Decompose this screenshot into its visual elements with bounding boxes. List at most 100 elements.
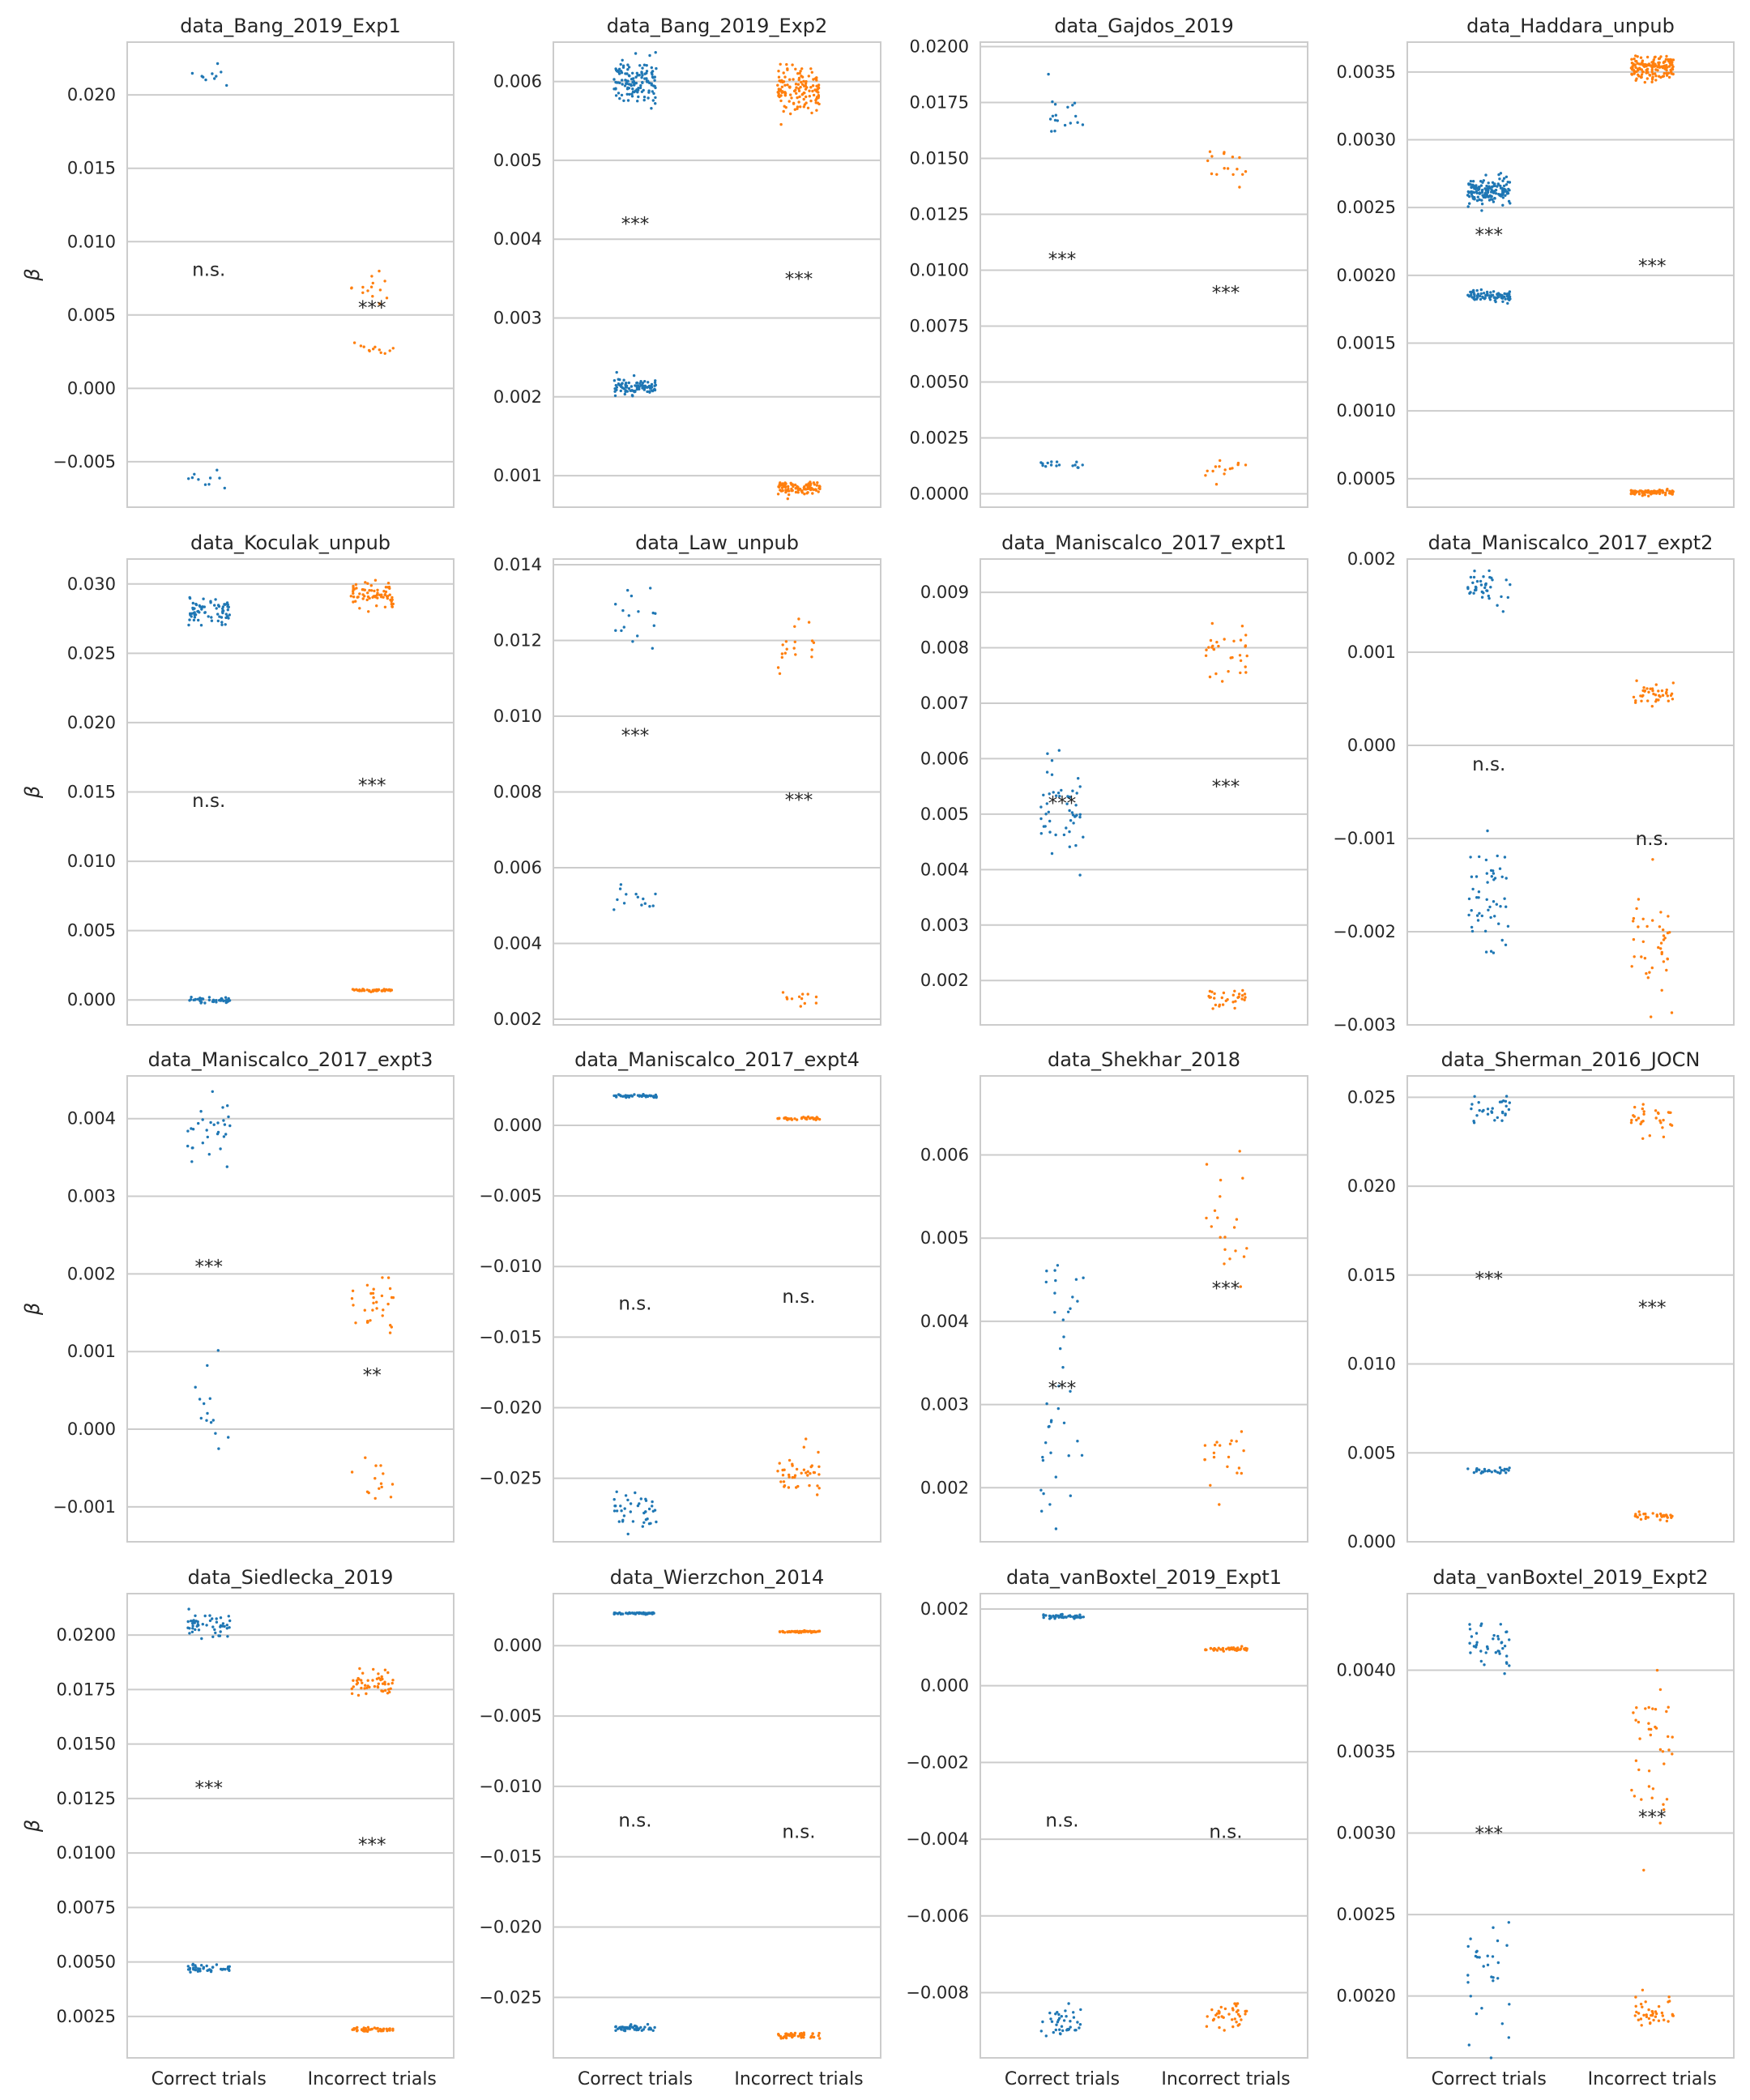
data-point [638,1611,641,1616]
data-point [1639,1122,1642,1126]
data-point [635,382,638,385]
y-tick-label: 0.004 [920,860,969,879]
data-point [190,1620,193,1623]
data-point [783,83,787,87]
data-point [646,2022,650,2026]
data-point [381,1314,384,1317]
axes-frame [980,558,1308,1026]
data-point [1475,896,1479,899]
data-point [1507,297,1510,301]
data-point [620,93,624,97]
data-point [633,390,636,394]
data-point [797,89,801,92]
data-point [368,589,371,592]
data-point [380,1675,383,1679]
data-point [228,613,231,617]
data-point [1651,1512,1654,1515]
data-point [1218,1005,1221,1008]
data-point [636,2027,639,2030]
data-point [1241,173,1244,176]
data-point [1470,875,1474,878]
data-point [369,584,373,587]
data-point [1480,595,1484,599]
data-point [225,601,229,604]
data-point [220,997,224,1001]
data-point [1244,170,1248,173]
data-point [1492,872,1496,875]
data-point [791,63,794,66]
data-point [211,1419,215,1422]
data-point [1472,1121,1476,1125]
y-tick-label: −0.015 [479,1847,542,1867]
data-point [1637,493,1641,496]
data-point [190,1127,193,1130]
data-point [1508,181,1512,184]
data-point [815,109,818,112]
data-point [1479,288,1483,292]
data-point [1494,1651,1498,1654]
data-point [783,1116,786,1120]
y-tick-label: 0.002 [920,1599,969,1619]
data-point [219,1147,222,1150]
data-point [1239,1285,1243,1288]
data-point [1489,916,1492,920]
data-point [1468,1641,1471,1645]
data-point [625,390,629,393]
data-point [1478,855,1481,859]
data-point [1634,699,1637,702]
data-point [1475,1114,1479,1117]
data-point [783,1631,787,1634]
data-point [817,94,820,97]
data-point [1237,992,1241,996]
data-point [634,52,638,55]
data-point [1651,60,1655,63]
data-point [1467,897,1471,901]
data-point [790,997,794,1001]
data-point [1241,988,1244,992]
data-point [1228,467,1232,471]
data-point [1671,58,1675,62]
data-point [382,1472,385,1475]
y-axis-label: β [21,1303,44,1316]
data-point [1470,929,1475,933]
data-point [1654,62,1657,66]
axes-frame [1406,1593,1735,2059]
y-tick-label: 0.0020 [1337,1987,1396,2006]
y-tick-label: 0.010 [493,706,542,726]
data-point [1496,604,1499,607]
data-point [1486,194,1489,198]
data-point [1206,469,1209,472]
subplot-title: data_Gajdos_2019 [1054,15,1234,37]
data-point [226,1966,229,1970]
data-point [636,100,639,103]
data-point [1475,1641,1479,1644]
data-point [203,1402,206,1406]
significance-annotation: *** [785,790,813,811]
y-tick-label: 0.008 [493,783,542,802]
data-point [619,1505,622,1508]
data-point [1478,911,1481,916]
data-point [1221,1003,1225,1006]
data-point [1214,1647,1217,1651]
data-point [1244,2012,1247,2016]
data-point [795,1467,799,1471]
subplot-data_Maniscalco_2017_expt4: −0.025−0.020−0.015−0.010−0.0050.000data_… [479,1048,881,1543]
data-point [378,1677,382,1681]
data-point [1074,1616,1078,1619]
data-point [1503,897,1506,900]
data-point [1493,877,1497,880]
data-point [786,83,789,87]
data-point [815,76,818,80]
data-point [352,1304,355,1307]
data-point [1218,1503,1221,1506]
data-point [1632,695,1636,699]
y-tick-label: −0.001 [1333,829,1396,848]
data-point [636,91,639,94]
data-point [1213,997,1216,1000]
data-point [1041,1458,1045,1462]
data-point [1074,843,1078,847]
data-point [1641,1120,1645,1123]
data-point [802,2031,805,2034]
data-point [1643,80,1647,84]
data-point [627,386,631,391]
